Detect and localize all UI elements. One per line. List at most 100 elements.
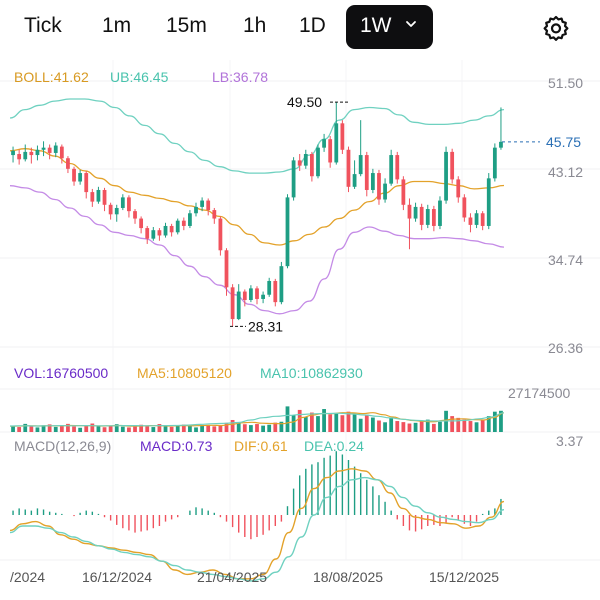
- candle-body: [401, 179, 406, 205]
- candle-body: [224, 250, 229, 288]
- tab-1h[interactable]: 1h: [243, 14, 267, 37]
- candle-body: [273, 280, 278, 303]
- volume-bar: [358, 418, 363, 432]
- tab-15m[interactable]: 15m: [166, 14, 207, 37]
- interval-tab-bar: Tick 1m 15m 1h 1D 1W: [0, 0, 600, 56]
- candle-body: [66, 158, 70, 169]
- volume-bar: [53, 426, 58, 432]
- volume-bar: [151, 427, 156, 432]
- candle-body: [486, 178, 491, 226]
- volume-bar: [499, 410, 503, 432]
- volume-bar: [236, 423, 241, 432]
- volume-bar: [401, 422, 406, 432]
- candle-body: [78, 173, 83, 182]
- candle-body: [114, 207, 119, 215]
- dif-value: DIF:0.61: [234, 438, 288, 454]
- volume-bar: [102, 427, 107, 432]
- candle-body: [145, 228, 150, 239]
- candle-body: [41, 147, 46, 150]
- volume-bar: [468, 421, 473, 432]
- volume-bar: [224, 422, 229, 432]
- volume-bar: [72, 426, 76, 432]
- volume-bar: [242, 424, 247, 432]
- volume-bar: [438, 421, 442, 432]
- tab-1m[interactable]: 1m: [102, 14, 132, 37]
- volume-bar: [163, 426, 168, 432]
- dea-value: DEA:0.24: [304, 438, 364, 454]
- chevron-down-icon: [406, 21, 416, 27]
- volume-bar: [389, 418, 394, 432]
- volume-bar: [230, 419, 235, 432]
- macd-lines: [9, 468, 505, 582]
- volume-bar: [41, 425, 46, 432]
- candle-body: [364, 155, 369, 190]
- volume-bar: [352, 413, 357, 432]
- volume-bar: [11, 425, 15, 432]
- volume-bar: [480, 419, 485, 432]
- candle-body: [53, 145, 58, 153]
- volume-bar: [419, 421, 424, 432]
- volume-bar: [194, 427, 198, 432]
- volume-bar: [407, 423, 412, 432]
- candle-body: [383, 183, 387, 200]
- candle-body: [438, 200, 442, 226]
- candle-body: [303, 154, 308, 166]
- candle-body: [169, 225, 174, 233]
- volume-bar: [456, 417, 461, 432]
- candle-body: [206, 200, 211, 211]
- macd-value: MACD:0.73: [140, 438, 213, 454]
- volume-bar: [291, 415, 296, 432]
- candle-body: [450, 151, 455, 180]
- volume-bar: [17, 427, 22, 432]
- price-axis-label: 26.36: [548, 340, 583, 356]
- volume-bar: [78, 427, 83, 432]
- candle-body: [444, 151, 448, 201]
- volume-bar: [133, 425, 137, 432]
- candle-body: [468, 217, 473, 225]
- volume-bar: [188, 425, 192, 432]
- candle-body: [316, 147, 320, 177]
- gear-icon[interactable]: [542, 14, 570, 42]
- volume-bar: [200, 425, 205, 432]
- volume-bar: [206, 424, 211, 432]
- tab-1w-dropdown[interactable]: 1W: [346, 5, 433, 49]
- price-axis-label: 34.74: [548, 252, 583, 268]
- price-axis-label: 43.12: [548, 164, 583, 180]
- candle-body: [340, 123, 345, 150]
- volume-bar: [346, 411, 351, 432]
- volume-axis-label: 27174500: [508, 385, 571, 401]
- volume-bar: [127, 427, 131, 432]
- volume-bar: [35, 427, 40, 432]
- volume-bar: [145, 426, 150, 432]
- macd-histogram: [12, 451, 502, 540]
- volume-bar: [261, 425, 265, 432]
- tab-1d[interactable]: 1D: [299, 14, 326, 37]
- candle-body: [413, 206, 418, 219]
- price-axis-label: 51.50: [548, 75, 583, 91]
- candle-body: [419, 206, 424, 225]
- volume-bar: [279, 421, 284, 432]
- tab-tick[interactable]: Tick: [24, 14, 62, 37]
- candle-body: [242, 291, 247, 301]
- candle-body: [309, 154, 314, 177]
- volume-bar: [90, 423, 95, 432]
- volume-bar: [255, 424, 259, 432]
- macd-params: MACD(12,26,9): [14, 438, 111, 454]
- candle-body: [59, 146, 64, 159]
- candle-body: [212, 210, 217, 219]
- x-axis-date: 21/04/2025: [197, 569, 267, 585]
- dea-line: [9, 476, 505, 582]
- candle-body: [285, 197, 290, 267]
- candle-body: [279, 266, 284, 303]
- volume-ma-lines: [9, 412, 505, 427]
- candle-body: [249, 288, 253, 301]
- volume-bar: [23, 423, 28, 432]
- candle-body: [352, 174, 357, 187]
- candle-body: [425, 209, 430, 225]
- volume-bar: [486, 416, 491, 432]
- high-price-label: 49.50: [287, 94, 322, 110]
- candle-body: [181, 220, 186, 226]
- candle-body: [267, 280, 272, 295]
- candle-body: [84, 173, 89, 193]
